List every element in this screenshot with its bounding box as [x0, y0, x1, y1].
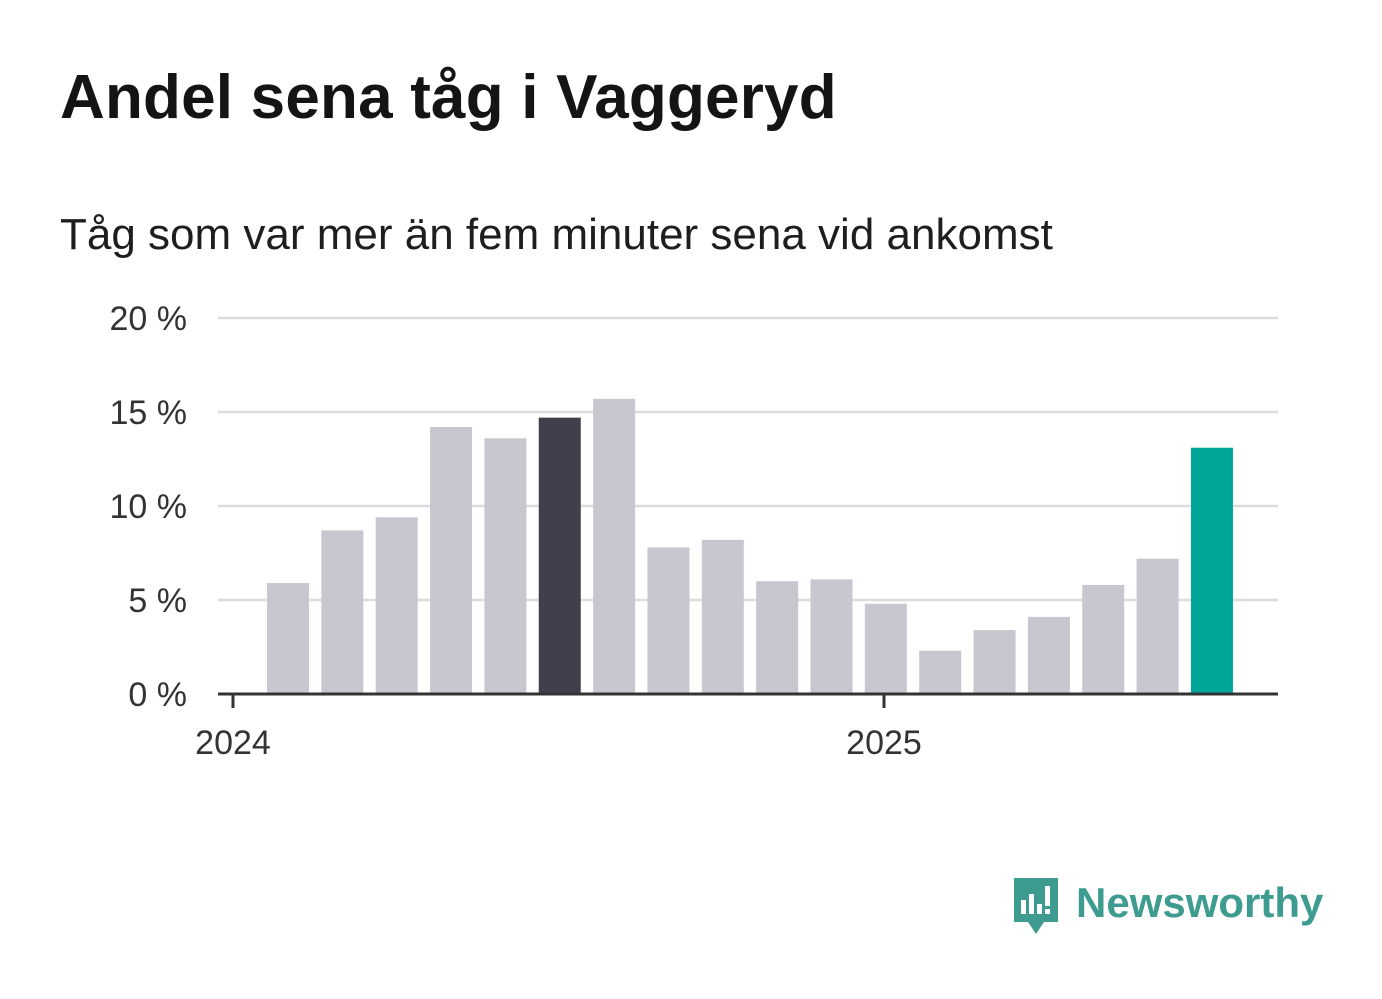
newsworthy-logo-icon — [1010, 874, 1062, 945]
bar-2024-09 — [647, 547, 690, 694]
chart-title: Andel sena tåg i Vaggeryd — [60, 63, 837, 132]
bar-2024-04 — [375, 517, 418, 694]
bar-2025-04 — [1027, 616, 1070, 694]
chart-subtitle: Tåg som var mer än fem minuter sena vid … — [60, 210, 1053, 259]
y-tick-label: 20 % — [110, 300, 188, 338]
tick-labels: 0 % 5 % 10 % 15 % 20 % 2024 2025 — [110, 300, 922, 762]
bar-2024-08 — [593, 398, 636, 694]
bar-2024-11 — [756, 581, 799, 694]
bar-2024-05 — [430, 427, 473, 694]
y-tick-label: 10 % — [110, 488, 188, 526]
bar-2024-12 — [810, 579, 853, 694]
bar-2024-02 — [267, 583, 309, 694]
bar-2025-01 — [864, 603, 907, 694]
y-tick-label: 0 % — [128, 676, 187, 714]
bar-2025-05 — [1082, 584, 1125, 694]
bar-2025-07 — [1190, 447, 1233, 694]
x-tick-label: 2025 — [846, 724, 922, 762]
bar-2024-10 — [701, 539, 744, 694]
y-tick-label: 5 % — [128, 582, 187, 620]
bar-2025-06 — [1136, 558, 1179, 694]
x-tick-label: 2024 — [195, 724, 271, 762]
y-tick-label: 15 % — [110, 394, 188, 432]
bar-2024-03 — [321, 530, 364, 694]
newsworthy-logo[interactable]: Newsworthy — [1010, 876, 1323, 942]
bar-2024-06 — [484, 438, 527, 694]
newsworthy-logo-text: Newsworthy — [1076, 879, 1324, 926]
bar-2024-07 — [538, 417, 581, 694]
bar-2025-03 — [973, 630, 1016, 694]
bar-2025-02 — [919, 650, 962, 694]
bars — [267, 398, 1233, 694]
x-axis — [218, 692, 1278, 708]
